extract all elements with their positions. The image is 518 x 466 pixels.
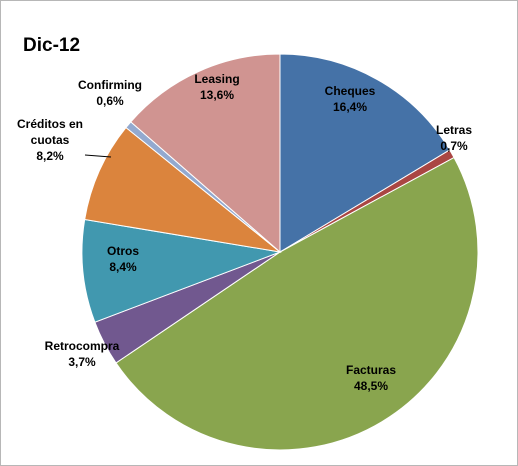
leader-line-creditos-en-cuotas — [84, 154, 112, 158]
data-label-facturas: Facturas 48,5% — [346, 363, 396, 393]
data-label-letras: Letras 0,7% — [436, 123, 472, 153]
data-label-cheques: Cheques 16,4% — [325, 84, 376, 114]
data-label-otros: Otros 8,4% — [107, 244, 139, 274]
pie-slice-otros — [81, 218, 282, 323]
pie-slice-facturas — [115, 156, 479, 451]
data-label-creditos-en-cuotas: Créditos en cuotas 8,2% — [17, 117, 83, 163]
data-label-retrocompra: Retrocompra 3,7% — [45, 339, 120, 369]
pie-slice-leasing — [130, 53, 281, 254]
data-label-leasing: Leasing 13,6% — [194, 72, 239, 102]
chart-title: Dic-12 — [23, 35, 81, 56]
pie-slice-cheques — [279, 53, 451, 253]
data-label-confirming: Confirming 0,6% — [78, 78, 142, 108]
pie-slice-creditos-en-cuotas — [84, 126, 282, 253]
